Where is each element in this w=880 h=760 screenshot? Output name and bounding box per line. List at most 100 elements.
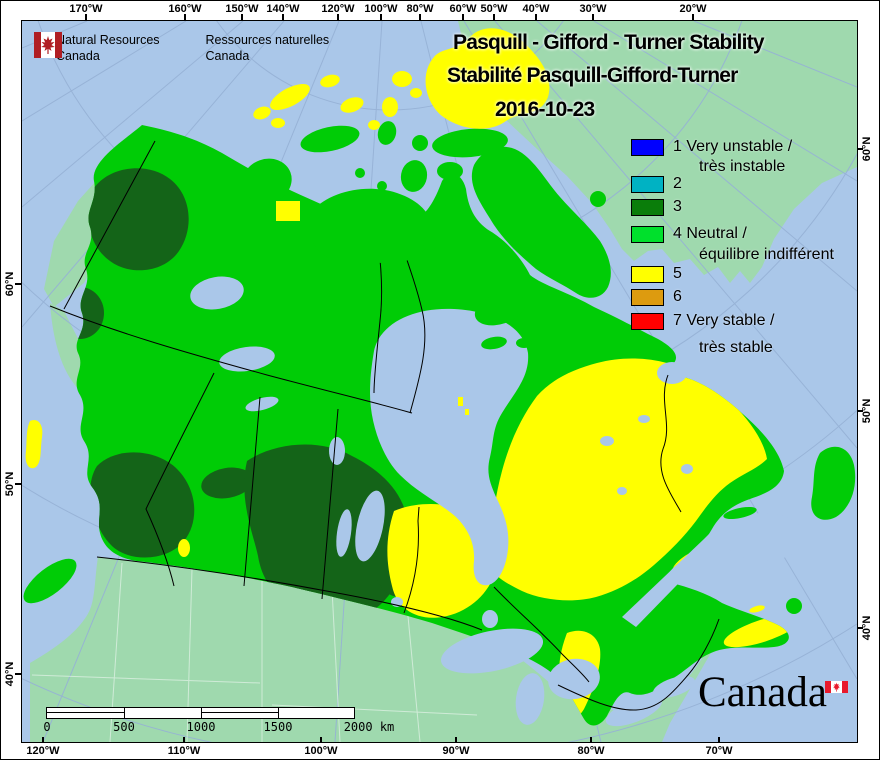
lake-athabasca xyxy=(245,396,279,412)
axis-label-bottom: 80°W xyxy=(577,745,605,757)
class5-quebec-labrador xyxy=(491,358,767,601)
coats-island xyxy=(481,336,507,350)
axis-tick xyxy=(15,283,21,285)
canada-stability-map xyxy=(21,20,858,743)
border-us-west xyxy=(96,556,483,631)
arctic-yellow-5 xyxy=(368,120,380,130)
ungava-bay xyxy=(657,362,687,384)
legend-item-2: 2 xyxy=(631,175,682,193)
nrcan-fr-line2: Canada xyxy=(205,49,250,63)
arctic-yellow-4 xyxy=(340,97,364,113)
canada-wordmark: Canada xyxy=(698,669,827,716)
arctic-yellow-7 xyxy=(392,71,412,87)
lake-qc-2 xyxy=(638,415,650,423)
scale-segment xyxy=(278,708,354,718)
axis-label-bottom: 120°W xyxy=(26,745,60,757)
legend-swatch-2 xyxy=(631,175,664,193)
st-lawrence-river xyxy=(622,527,716,627)
axis-tick xyxy=(857,627,863,629)
axis-label-top: 150°W xyxy=(225,3,259,15)
axis-label-top: 120°W xyxy=(321,3,355,15)
arctic-yellow-6 xyxy=(382,97,398,117)
bathurst-island xyxy=(377,121,397,145)
legend-sublabel-4: équilibre indifférent xyxy=(699,246,834,263)
axis-tick xyxy=(857,148,863,150)
legend-label-1: 1 Very unstable / xyxy=(673,138,793,155)
hudson-bay xyxy=(370,308,529,586)
border-sask-manitoba xyxy=(321,408,339,600)
axis-label-top: 60°W xyxy=(449,3,477,15)
axis-tick xyxy=(184,14,186,20)
axis-tick xyxy=(692,14,694,20)
axis-tick xyxy=(320,737,322,743)
scale-label: 2000 km xyxy=(343,720,395,734)
border-us-east xyxy=(557,618,720,711)
arctic-yellow-1 xyxy=(253,106,271,120)
axis-label-top: 170°W xyxy=(69,3,103,15)
king-william-island xyxy=(423,236,437,250)
legend-label-6: 6 xyxy=(673,288,682,305)
border-alberta-sask xyxy=(243,396,261,587)
lake-winnipegosis xyxy=(336,509,352,557)
axis-tick xyxy=(493,14,495,20)
wordmark-flag-icon xyxy=(825,681,848,693)
lake-qc-3 xyxy=(681,464,693,474)
arctic-yellow-8 xyxy=(410,88,422,98)
cape-breton-island xyxy=(786,598,802,614)
nrcan-en-line1: Natural Resources xyxy=(56,33,160,47)
prince-patrick-island xyxy=(270,83,310,111)
newfoundland xyxy=(811,446,856,520)
scale-segment xyxy=(201,708,278,718)
lake-michigan xyxy=(515,673,545,725)
lake-erie xyxy=(605,695,663,727)
southampton-island xyxy=(474,292,526,326)
lake-qc-1 xyxy=(600,436,614,446)
legend-label-7: 7 Very stable / xyxy=(673,312,775,329)
lake-ontario xyxy=(652,676,696,698)
class5-alberta-dot xyxy=(178,539,190,557)
somerset-island xyxy=(437,162,463,180)
class3-sask-manitoba xyxy=(244,444,409,622)
lake-winnipeg xyxy=(355,490,385,562)
legend-item-7: 7 Very stable / xyxy=(631,312,774,330)
scale-segment xyxy=(124,708,201,718)
axis-tick xyxy=(592,14,594,20)
nrcan-signature: Natural Resources Canada Ressources natu… xyxy=(34,32,329,64)
islands xyxy=(23,28,856,614)
axis-tick xyxy=(241,14,243,20)
border-quebec-labrador xyxy=(660,374,682,513)
legend-sublabel-7: très stable xyxy=(699,339,773,356)
map-title-fr: Stabilité Pasquill-Gifford-Turner xyxy=(447,64,738,87)
legend-item-5: 5 xyxy=(631,265,682,283)
border-60n xyxy=(49,305,413,414)
map-title-en: Pasquill - Gifford - Turner Stability xyxy=(453,31,765,54)
lake-nipigon xyxy=(482,610,498,628)
banks-island xyxy=(242,158,292,204)
border-bc-alberta xyxy=(145,372,215,587)
class3-yukon xyxy=(87,168,189,271)
legend-swatch-3 xyxy=(631,198,664,216)
prince-of-wales-island xyxy=(400,160,428,192)
axis-label-bottom: 90°W xyxy=(442,745,470,757)
baffin-island xyxy=(471,146,611,298)
bylot-island xyxy=(590,191,606,207)
legend-label-2: 2 xyxy=(673,175,682,192)
victoria-island xyxy=(308,188,432,264)
map-date: 2016-10-23 xyxy=(495,98,595,121)
scale-label: 1500 xyxy=(263,720,293,734)
vancouver-island xyxy=(23,558,77,604)
cornwallis-island xyxy=(412,135,428,151)
scale-label: 0 xyxy=(43,720,51,734)
legend-swatch-7 xyxy=(631,312,664,330)
water-bodies xyxy=(190,276,804,727)
gulf-st-lawrence xyxy=(724,513,804,561)
lake-superior xyxy=(440,628,544,674)
reindeer-lake xyxy=(329,437,345,465)
border-manitoba-ontario xyxy=(403,506,420,614)
lake-huron xyxy=(548,658,600,700)
axis-label-top: 160°W xyxy=(168,3,202,15)
axis-tick xyxy=(85,14,87,20)
axis-tick xyxy=(15,673,21,675)
class3-alberta-west xyxy=(90,452,195,558)
axis-label-top: 140°W xyxy=(266,3,300,15)
